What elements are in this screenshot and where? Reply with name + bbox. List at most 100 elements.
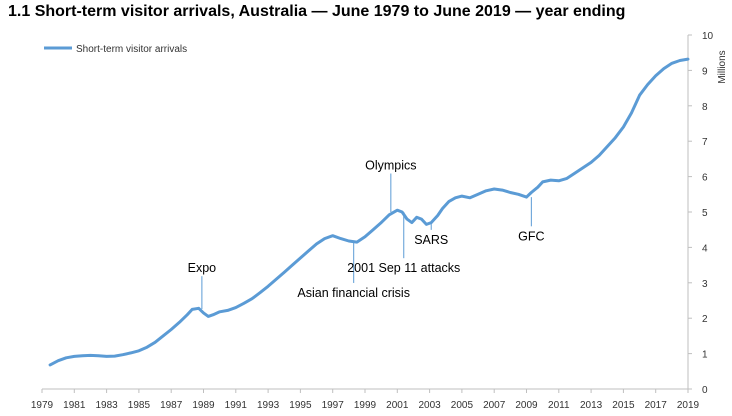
data-point — [212, 313, 214, 316]
data-point — [679, 59, 681, 62]
data-point — [448, 200, 450, 203]
x-tick-label: 2005 — [451, 400, 474, 411]
y-tick-label: 9 — [702, 66, 708, 77]
data-point — [590, 161, 592, 164]
data-point — [146, 346, 148, 349]
data-point — [65, 357, 68, 359]
data-point — [191, 308, 193, 311]
x-tick-label: 1989 — [192, 400, 215, 411]
data-point — [170, 328, 172, 331]
data-point — [121, 353, 124, 356]
x-tick-label: 1981 — [63, 400, 86, 411]
chart-legend: Short-term visitor arrivals — [44, 44, 187, 55]
data-point — [469, 197, 471, 199]
data-point — [178, 321, 181, 324]
annotation-label: Asian financial crisis — [297, 286, 410, 300]
data-point — [415, 216, 418, 219]
y-tick-label: 10 — [702, 31, 714, 42]
data-point — [461, 195, 463, 197]
data-point — [566, 177, 568, 180]
x-tick-label: 1991 — [225, 400, 248, 411]
data-point — [396, 209, 399, 212]
data-point — [441, 207, 444, 210]
data-point — [671, 62, 673, 65]
chart-axes: 1979 1981 1983 1985 1987 1989 1991 1993 1995 1997… — [31, 31, 728, 411]
data-point — [388, 214, 391, 216]
data-point — [235, 306, 237, 309]
data-point — [331, 234, 334, 237]
data-point — [646, 83, 649, 86]
data-point — [509, 191, 512, 194]
data-point — [339, 237, 342, 240]
data-point — [425, 223, 428, 226]
data-point — [372, 228, 374, 231]
x-tick-label: 2009 — [515, 400, 538, 411]
data-point — [454, 197, 457, 199]
data-point — [638, 94, 641, 96]
annotation-label: Expo — [188, 261, 217, 275]
y-axis-label: Millions — [717, 50, 728, 83]
chart-title: 1.1 Short-term visitor arrivals, Austral… — [8, 3, 626, 20]
data-point — [436, 214, 439, 217]
annotation-label: 2001 Sep 11 attacks — [347, 261, 460, 275]
legend-label: Short-term visitor arrivals — [76, 44, 187, 55]
data-point — [356, 241, 358, 243]
data-point — [299, 257, 302, 259]
x-tick-label: 1987 — [160, 400, 183, 411]
data-point — [549, 179, 552, 181]
data-point — [89, 354, 92, 357]
x-tick-label: 2019 — [677, 400, 700, 411]
data-point — [501, 189, 504, 191]
x-tick-label: 2007 — [483, 400, 506, 411]
y-tick-label: 4 — [702, 243, 708, 254]
annotation-label: GFC — [518, 229, 544, 243]
x-tick-label: 2013 — [580, 400, 603, 411]
data-point — [401, 211, 403, 213]
data-point — [130, 352, 132, 354]
data-point — [81, 354, 84, 357]
data-point — [283, 271, 286, 273]
data-point — [574, 172, 576, 174]
data-point — [606, 145, 609, 148]
x-tick-label: 2001 — [386, 400, 409, 411]
annotation-label: SARS — [414, 233, 448, 247]
data-point — [493, 188, 496, 190]
data-point — [582, 166, 584, 169]
data-point — [138, 349, 140, 352]
data-point — [614, 136, 617, 139]
data-point — [406, 218, 408, 220]
data-point — [364, 235, 366, 238]
data-point — [291, 264, 294, 266]
data-point — [186, 313, 189, 316]
data-point — [477, 193, 479, 196]
data-point — [207, 315, 210, 318]
data-point — [226, 309, 229, 312]
y-tick-label: 3 — [702, 279, 708, 290]
data-point — [218, 311, 221, 313]
data-point — [530, 191, 533, 194]
data-point — [485, 189, 487, 192]
data-point — [154, 341, 156, 344]
data-point — [251, 297, 253, 300]
x-tick-label: 1999 — [354, 400, 377, 411]
data-point — [537, 186, 539, 189]
data-point — [315, 243, 318, 245]
x-tick-label: 2011 — [548, 400, 570, 411]
data-point — [197, 307, 200, 310]
x-tick-label: 1995 — [289, 400, 312, 411]
chart-annotations: Expo Asian financial crisis Olympics 2001 S… — [188, 159, 545, 309]
data-point — [162, 335, 164, 337]
data-point — [323, 237, 326, 240]
y-tick-label: 5 — [702, 208, 708, 219]
data-point — [525, 196, 528, 198]
data-point — [259, 291, 261, 294]
x-tick-label: 1983 — [95, 400, 118, 411]
y-tick-label: 8 — [702, 102, 708, 113]
data-point — [420, 218, 423, 220]
y-tick-label: 7 — [702, 137, 708, 148]
y-tick-label: 6 — [702, 173, 708, 184]
data-point — [49, 364, 51, 366]
y-tick-label: 0 — [702, 385, 708, 396]
x-tick-label: 2017 — [645, 400, 668, 411]
